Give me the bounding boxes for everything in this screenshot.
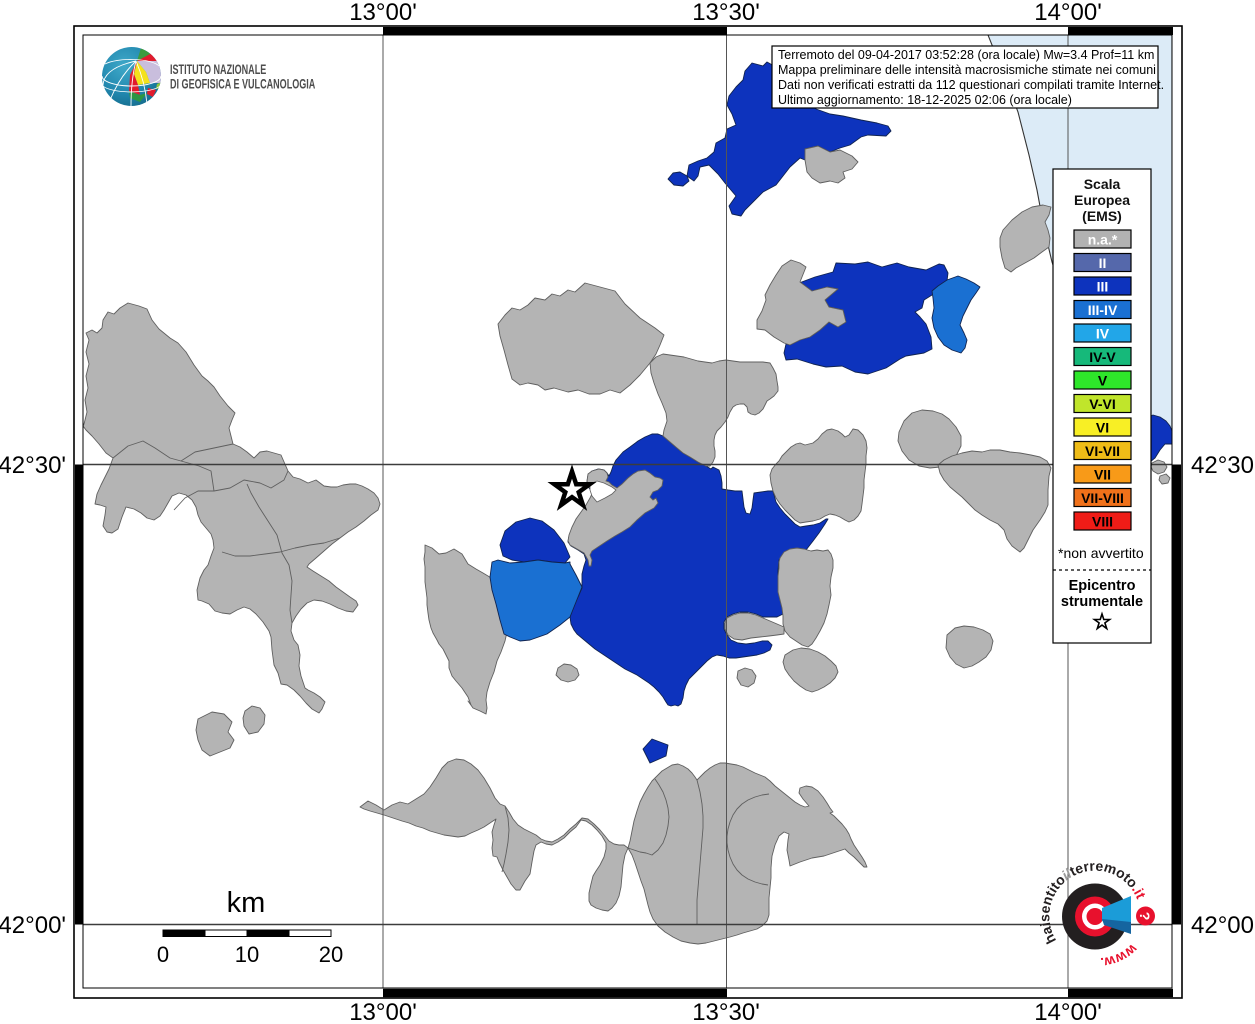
svg-text:13°00': 13°00'	[349, 999, 417, 1024]
svg-text:Ultimo aggiornamento: 18-12-20: Ultimo aggiornamento: 18-12-2025 02:06 (…	[778, 93, 1072, 107]
svg-text:V: V	[1098, 373, 1108, 389]
svg-text:20: 20	[319, 942, 343, 967]
svg-text:n.a.*: n.a.*	[1088, 232, 1118, 248]
svg-text:V-VI: V-VI	[1089, 396, 1115, 412]
svg-text:*non avvertito: *non avvertito	[1058, 545, 1144, 561]
svg-text:II: II	[1099, 255, 1107, 271]
svg-text:14°00': 14°00'	[1034, 999, 1102, 1024]
svg-text:VI: VI	[1096, 420, 1109, 436]
svg-text:strumentale: strumentale	[1061, 594, 1143, 610]
svg-text:DI GEOFISICA E VULCANOLOGIA: DI GEOFISICA E VULCANOLOGIA	[170, 78, 315, 92]
svg-text:IV-V: IV-V	[1089, 349, 1116, 365]
svg-text:VIII: VIII	[1092, 514, 1113, 530]
svg-text:VII: VII	[1094, 467, 1111, 483]
svg-text:ISTITUTO NAZIONALE: ISTITUTO NAZIONALE	[170, 63, 267, 77]
svg-text:0: 0	[157, 942, 169, 967]
svg-text:Europea: Europea	[1074, 192, 1130, 208]
svg-text:42°30': 42°30'	[1191, 452, 1255, 479]
svg-text:VII-VIII: VII-VIII	[1081, 490, 1124, 506]
svg-text:Dati non verificati estratti d: Dati non verificati estratti da 112 ques…	[778, 78, 1164, 92]
svg-text:III-IV: III-IV	[1088, 302, 1118, 318]
svg-text:Terremoto del 09-04-2017 03:52: Terremoto del 09-04-2017 03:52:28 (ora l…	[778, 48, 1154, 62]
svg-text:Epicentro: Epicentro	[1069, 578, 1136, 594]
svg-text:10: 10	[235, 942, 259, 967]
svg-text:13°30': 13°30'	[692, 999, 760, 1024]
svg-text:13°30': 13°30'	[692, 0, 760, 26]
svg-text:km: km	[227, 887, 266, 919]
svg-text:III: III	[1097, 279, 1109, 295]
svg-text:14°00': 14°00'	[1034, 0, 1102, 26]
svg-text:42°00': 42°00'	[1191, 912, 1255, 939]
svg-text:Mappa preliminare delle intens: Mappa preliminare delle intensità macros…	[778, 63, 1156, 77]
svg-text:?: ?	[1137, 912, 1153, 921]
svg-text:(EMS): (EMS)	[1082, 208, 1122, 224]
svg-text:Scala: Scala	[1084, 176, 1121, 192]
svg-text:13°00': 13°00'	[349, 0, 417, 26]
svg-text:42°00': 42°00'	[0, 912, 66, 939]
svg-text:42°30': 42°30'	[0, 452, 66, 479]
svg-text:IV: IV	[1096, 326, 1110, 342]
svg-text:VI-VII: VI-VII	[1085, 443, 1120, 459]
